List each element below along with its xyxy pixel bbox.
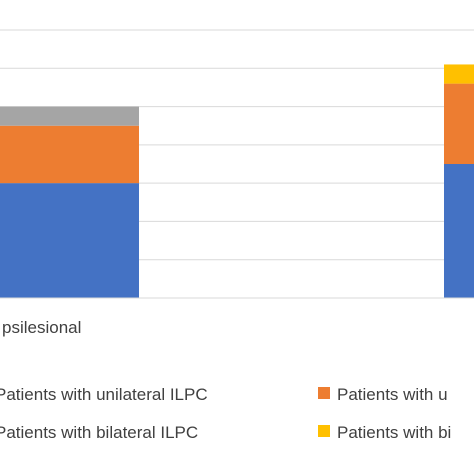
legend-swatch [318, 387, 330, 399]
bars [0, 64, 474, 298]
bar-segment [444, 164, 474, 298]
bar-segment [444, 83, 474, 164]
x-tick-labels: psilesional [2, 318, 81, 337]
legend-swatch [318, 425, 330, 437]
legend-label: Patients with unilateral ILPC [0, 385, 208, 404]
legend: Patients with unilateral ILPC Patients wi… [0, 385, 451, 442]
bar-segment [444, 64, 474, 84]
legend-label: Patients with bi [337, 423, 451, 442]
bar-segment [0, 125, 139, 184]
bar-segment [0, 183, 139, 298]
legend-label: Patients with bilateral ILPC [0, 423, 198, 442]
x-tick-label: psilesional [2, 318, 81, 337]
legend-label: Patients with u [337, 385, 448, 404]
bar-segment [0, 106, 139, 126]
